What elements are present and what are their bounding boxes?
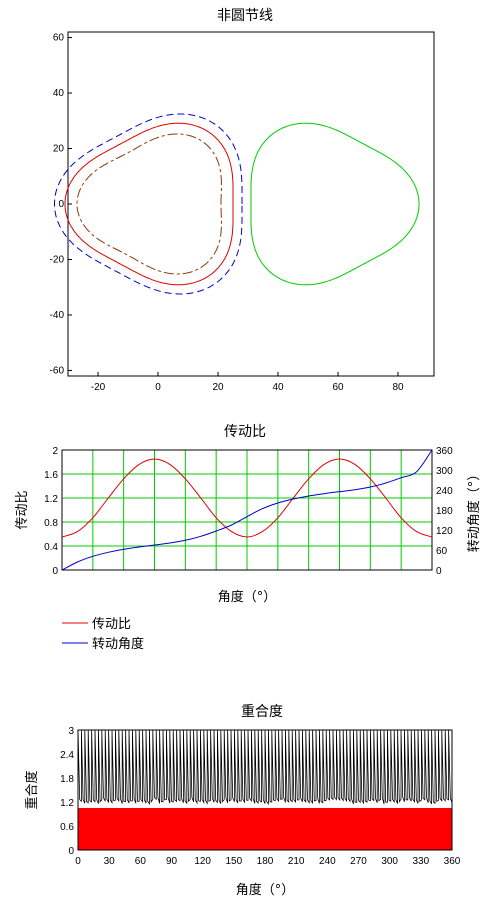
y-tick-label: -60	[50, 365, 65, 376]
contact-ratio-trace	[77, 729, 453, 806]
left-tick-label: 1.2	[44, 494, 58, 505]
x-tick-label: 90	[166, 856, 178, 867]
right-tick-label: 300	[436, 466, 453, 477]
legend-label-ratio: 传动比	[92, 617, 131, 632]
chart-title: 非圆节线	[217, 8, 273, 24]
x-tick-label: 330	[412, 856, 429, 867]
x-axis-ticks: -20 0 20 40 60 80	[91, 372, 404, 393]
curves	[54, 113, 420, 295]
left-tick-label: 0.8	[44, 518, 58, 529]
ratio-chart: 传动比 2 1.6 1.2 0.8 0.4 0 360 300 240 180 120 60 0 角度…	[15, 424, 482, 652]
x-tick-label: 60	[135, 856, 147, 867]
plot-frame	[77, 729, 453, 851]
left-tick-label: 0	[52, 566, 58, 577]
x-tick-label: 80	[392, 382, 404, 393]
driving-pitch-curve	[64, 122, 234, 286]
y-axis-ticks: 60 40 20 0 -20 -40 -60	[50, 33, 72, 376]
x-tick-label: 0	[155, 382, 161, 393]
contact-ratio-chart: 重合度 0 30 60 90 120 150 180 210 240 270 300 330 360 3…	[24, 704, 461, 898]
grid	[62, 450, 432, 570]
chart-title: 重合度	[241, 704, 283, 720]
y-axis-ticks: 3 2.4 1.8 1.2 0.6 0	[60, 726, 74, 857]
y-tick-label: 3	[68, 726, 74, 737]
x-tick-label: 360	[444, 856, 461, 867]
x-axis-ticks: 0 30 60 90 120 150 180 210 240 270 300 330 360	[75, 856, 461, 867]
driven-pitch-curve	[250, 122, 420, 286]
left-axis-label: 传动比	[15, 490, 30, 529]
y-tick-label: 2.4	[60, 750, 74, 761]
x-tick-label: 270	[350, 856, 367, 867]
x-tick-label: 210	[288, 856, 305, 867]
outer-offset-curve	[54, 113, 243, 295]
chart-title: 传动比	[224, 424, 266, 440]
inner-offset-curve	[76, 133, 222, 275]
series-line	[61, 458, 433, 538]
x-axis-label: 角度（°）	[218, 589, 277, 605]
left-tick-label: 1.6	[44, 470, 58, 481]
right-tick-label: 0	[436, 566, 442, 577]
x-axis-label: 角度（°）	[236, 882, 295, 898]
y-tick-label: 1.8	[60, 774, 74, 785]
x-tick-label: 150	[225, 856, 242, 867]
x-tick-label: 180	[257, 856, 274, 867]
right-axis-ticks: 360 300 240 180 120 60 0	[436, 446, 453, 577]
y-tick-label: 60	[53, 33, 65, 44]
plot-area	[77, 729, 453, 850]
right-tick-label: 60	[436, 546, 448, 557]
legend: 传动比 转动角度	[62, 617, 144, 652]
right-axis-label: 转动角度（°）	[466, 468, 482, 553]
x-tick-label: 60	[332, 382, 344, 393]
x-tick-label: 300	[381, 856, 398, 867]
base-fill-area	[78, 808, 452, 850]
left-tick-label: 0.4	[44, 542, 58, 553]
right-tick-label: 360	[436, 446, 453, 457]
plot-frame	[61, 449, 433, 571]
y-tick-label: 40	[53, 88, 65, 99]
y-tick-label: 0	[68, 846, 74, 857]
x-tick-label: -20	[91, 382, 106, 393]
left-axis-ticks: 2 1.6 1.2 0.8 0.4 0	[44, 446, 58, 577]
y-tick-label: 0.6	[60, 822, 74, 833]
legend-label-angle: 转动角度	[92, 636, 144, 652]
y-tick-label: -20	[50, 254, 65, 265]
series-line	[61, 449, 433, 571]
right-tick-label: 120	[436, 526, 453, 537]
series-lines	[61, 449, 433, 571]
y-tick-label: 0	[58, 199, 64, 210]
y-tick-label: 20	[53, 144, 65, 155]
x-tick-label: 120	[194, 856, 211, 867]
x-tick-label: 240	[319, 856, 336, 867]
x-tick-label: 20	[212, 382, 224, 393]
y-tick-label: 1.2	[60, 798, 74, 809]
x-tick-label: 40	[272, 382, 284, 393]
right-tick-label: 240	[436, 486, 453, 497]
pitch-curve-chart: 非圆节线 -20 0 20 40 60 80 60 40 20 0 -20 -40 -60	[50, 8, 435, 393]
right-tick-label: 180	[436, 506, 453, 517]
left-tick-label: 2	[52, 446, 58, 457]
x-tick-label: 0	[75, 856, 81, 867]
y-tick-label: -40	[50, 310, 65, 321]
x-tick-label: 30	[104, 856, 116, 867]
y-axis-label: 重合度	[24, 770, 40, 809]
